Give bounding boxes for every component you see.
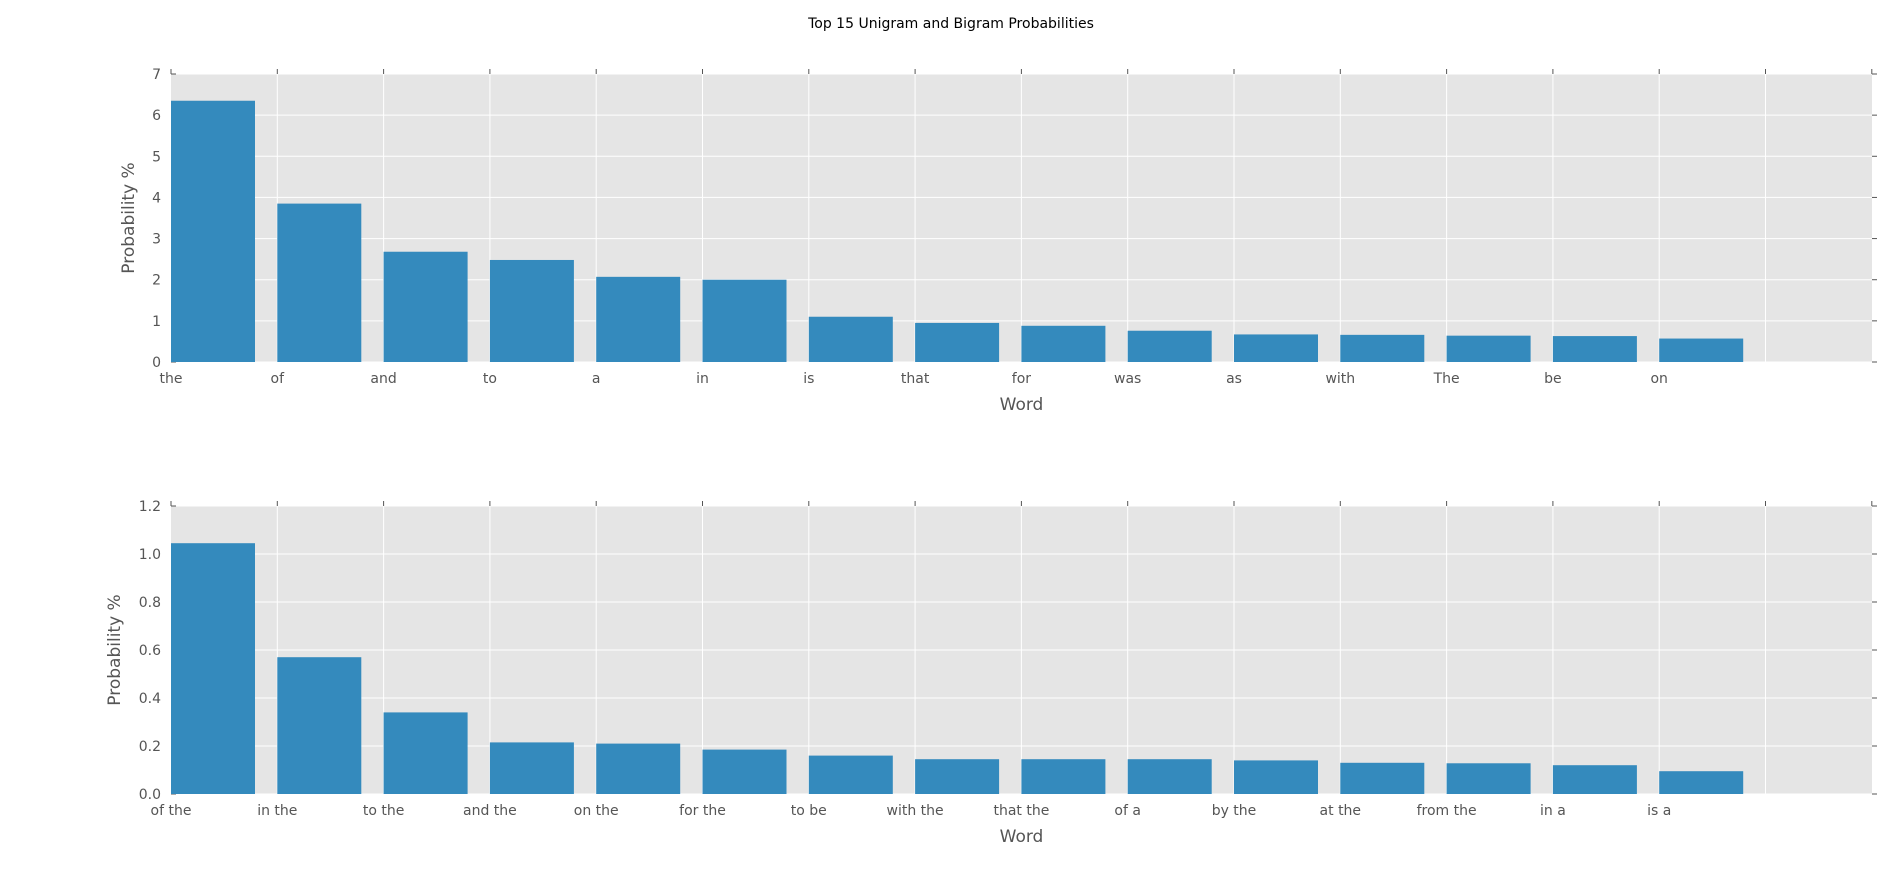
unigram-xtick-label: is <box>803 371 814 387</box>
unigram-bar <box>702 279 787 362</box>
bigram-xtick-label: on the <box>574 803 619 819</box>
bigram-xtick-label: of a <box>1114 803 1141 819</box>
bigram-bar <box>596 743 681 794</box>
unigram-xaxis-label: Word <box>1000 395 1044 415</box>
unigram-xtick-label: as <box>1226 371 1242 387</box>
unigram-xtick-label: on <box>1650 371 1667 387</box>
bigram-xtick-label: to the <box>363 803 404 819</box>
bigram-xtick-label: to be <box>791 803 827 819</box>
unigram-xtick-label: was <box>1114 371 1141 387</box>
bigram-ytick-label: 1.2 <box>139 499 161 515</box>
unigram-ytick-label: 6 <box>152 108 161 124</box>
bigram-yaxis-label: Probability % <box>105 594 125 705</box>
bigram-xtick-label: in the <box>257 803 297 819</box>
unigram-bar <box>1021 325 1106 362</box>
figure-title: Top 15 Unigram and Bigram Probabilities <box>807 16 1094 32</box>
bigram-xtick-label: in a <box>1540 803 1566 819</box>
bigram-ytick-label: 0.2 <box>139 739 161 755</box>
unigram-bar <box>808 316 893 362</box>
bigram-ytick-label: 1.0 <box>139 547 161 563</box>
bigram-chart: 0.0 0.2 0.4 0.6 0.8 1.0 1.2 of the in the to the a… <box>105 499 1877 847</box>
unigram-bar <box>1659 338 1744 362</box>
unigram-bar <box>1127 330 1212 362</box>
unigram-xtick-label: with <box>1325 371 1355 387</box>
bigram-xtick-label: at the <box>1320 803 1362 819</box>
unigram-bar <box>383 251 468 362</box>
bigram-ytick-label: 0.6 <box>139 643 161 659</box>
unigram-ytick-label: 1 <box>152 314 161 330</box>
unigram-yaxis-label: Probability % <box>119 162 139 273</box>
unigram-xtick-label: and <box>370 371 396 387</box>
unigram-bar <box>489 259 574 362</box>
unigram-bar <box>915 322 1000 362</box>
bigram-bar <box>1021 759 1106 794</box>
bigram-xtick-label: is a <box>1647 803 1671 819</box>
unigram-xtick-label: The <box>1433 371 1460 387</box>
bigram-xtick-label: by the <box>1212 803 1257 819</box>
unigram-xtick-label: that <box>901 371 930 387</box>
bigram-bar <box>808 755 893 794</box>
bigram-ytick-label: 0.0 <box>139 787 161 803</box>
bigram-xtick-label: with the <box>887 803 944 819</box>
bigram-xtick-label: of the <box>151 803 192 819</box>
unigram-xtick-label: for <box>1012 371 1031 387</box>
bigram-xtick-label: for the <box>679 803 726 819</box>
unigram-ytick-label: 2 <box>152 273 161 289</box>
unigram-bar <box>1340 334 1425 362</box>
bigram-bar <box>489 742 574 794</box>
bigram-ytick-label: 0.8 <box>139 595 161 611</box>
bigram-ytick-label: 0.4 <box>139 691 161 707</box>
unigram-bar <box>171 100 255 362</box>
bigram-bar <box>1234 760 1318 794</box>
unigram-xtick-label: be <box>1544 371 1562 387</box>
bigram-bar <box>1446 763 1531 794</box>
unigram-ytick-label: 5 <box>152 149 161 165</box>
unigram-xtick-label: in <box>696 371 709 387</box>
bigram-bar <box>171 543 255 794</box>
bigram-bar <box>383 712 468 794</box>
unigram-ytick-label: 7 <box>152 67 161 83</box>
unigram-bar <box>596 276 681 362</box>
bigram-xtick-label: and the <box>463 803 517 819</box>
bigram-bar <box>1340 762 1425 794</box>
unigram-ytick-label: 0 <box>152 355 161 371</box>
bigram-bar <box>277 657 362 794</box>
unigram-bar <box>277 203 362 362</box>
bigram-bar <box>915 759 1000 794</box>
unigram-xtick-label: to <box>483 371 497 387</box>
unigram-bar <box>1552 336 1637 362</box>
bigram-bar <box>1552 765 1637 794</box>
bigram-xtick-label: that the <box>993 803 1049 819</box>
unigram-bar <box>1446 335 1531 362</box>
unigram-xtick-label: of <box>271 371 286 387</box>
bigram-bar <box>1659 771 1744 794</box>
bigram-xtick-label: from the <box>1417 803 1477 819</box>
unigram-xtick-label: a <box>592 371 601 387</box>
bigram-bar <box>702 749 787 794</box>
unigram-ytick-label: 4 <box>152 190 161 206</box>
bigram-bar <box>1127 759 1212 794</box>
unigram-chart: 0 1 2 3 4 5 6 7 the of and to a in is that for was as with T… <box>119 67 1877 415</box>
unigram-ytick-label: 3 <box>152 232 161 248</box>
bigram-xaxis-label: Word <box>1000 827 1044 847</box>
unigram-bar <box>1234 334 1318 362</box>
unigram-xtick-label: the <box>160 371 183 387</box>
